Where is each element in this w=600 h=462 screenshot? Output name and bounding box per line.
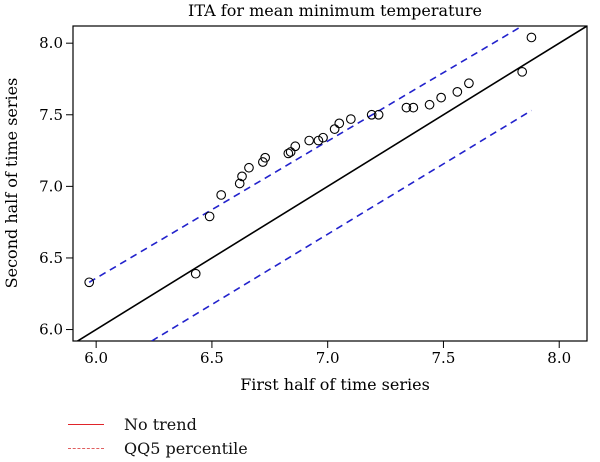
y-tick-label: 6.5 — [39, 249, 63, 267]
data-point — [526, 32, 537, 43]
y-tick-label: 7.0 — [39, 177, 63, 195]
reference-line-lower — [151, 109, 532, 341]
data-point — [329, 124, 340, 134]
x-tick-label: 6.5 — [200, 349, 224, 367]
data-point — [290, 141, 301, 152]
data-point — [436, 92, 446, 103]
x-tick-label: 7.0 — [316, 349, 340, 367]
data-point — [408, 102, 419, 113]
data-point — [204, 211, 215, 222]
y-axis-ticks: 6.0 6.5 7.0 7.5 8.0 — [39, 34, 73, 339]
y-tick-label: 6.0 — [39, 321, 63, 339]
data-point — [234, 178, 245, 189]
data-point — [304, 135, 315, 146]
data-point — [334, 118, 345, 129]
y-tick-label: 8.0 — [39, 34, 63, 52]
legend-entry-qq5: QQ5 percentile — [68, 436, 248, 460]
data-point — [84, 277, 95, 288]
y-axis-label: Second half of time series — [2, 78, 21, 289]
legend-swatch-dashed — [68, 447, 104, 449]
x-tick-label: 7.5 — [432, 349, 456, 367]
data-points — [84, 32, 537, 288]
legend-label-no-trend: No trend — [124, 414, 197, 434]
data-point — [260, 152, 271, 163]
data-point — [373, 109, 384, 120]
legend-swatch-solid — [68, 423, 104, 425]
data-point — [401, 102, 412, 113]
chart-plot: ITA for mean minimum temperature 6.0 6.5 7… — [2, 1, 588, 394]
data-point — [345, 114, 356, 124]
reference-lines — [76, 26, 587, 341]
data-point — [464, 78, 474, 89]
data-point — [366, 109, 377, 120]
legend-label-qq5: QQ5 percentile — [124, 438, 248, 458]
data-point — [237, 171, 247, 182]
x-tick-label: 8.0 — [547, 349, 571, 367]
data-point — [424, 99, 435, 110]
data-point — [283, 148, 294, 159]
data-point — [285, 147, 296, 157]
legend: No trend QQ5 percentile — [68, 412, 248, 460]
reference-line-no-trend — [76, 26, 587, 341]
data-point — [517, 66, 528, 77]
data-point — [452, 87, 463, 97]
x-axis-ticks: 6.0 6.5 7.0 7.5 8.0 — [84, 341, 571, 367]
y-tick-label: 7.5 — [39, 106, 63, 124]
reference-line-upper — [88, 26, 523, 283]
data-point — [318, 132, 328, 143]
data-point — [216, 190, 227, 200]
chart-title: ITA for mean minimum temperature — [188, 1, 482, 20]
x-tick-label: 6.0 — [84, 349, 108, 367]
legend-entry-no-trend: No trend — [68, 412, 248, 436]
plot-frame — [72, 25, 588, 342]
data-point — [190, 268, 201, 279]
data-point — [244, 162, 254, 173]
x-axis-label: First half of time series — [240, 375, 430, 394]
